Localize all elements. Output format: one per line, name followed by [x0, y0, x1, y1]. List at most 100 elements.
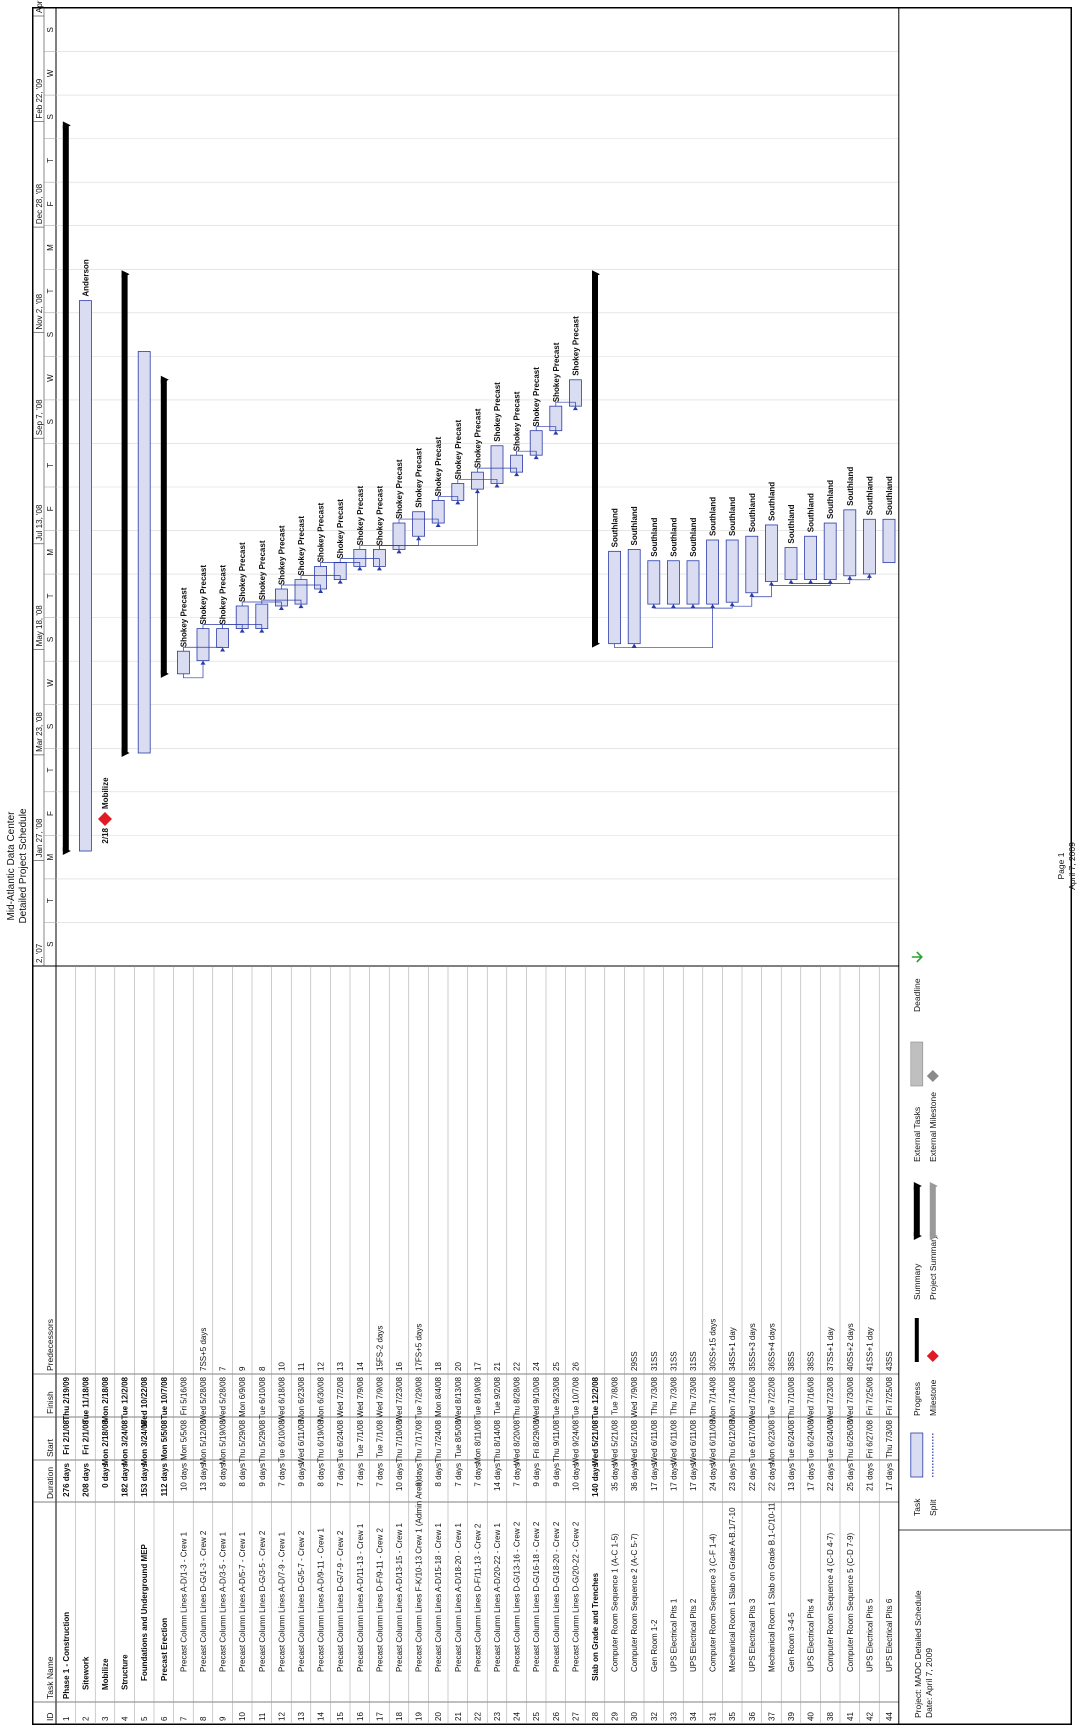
- summary-bar-end-cap: [160, 375, 169, 384]
- legend-milestone-label: Milestone: [928, 1379, 938, 1416]
- task-duration: 7 days: [473, 1463, 482, 1487]
- task-bar: [196, 628, 210, 662]
- legend-split-label: Split: [928, 1499, 938, 1516]
- task-start: Thu 6/26/08: [846, 1419, 855, 1462]
- legend-summary-swatch: [913, 1186, 920, 1236]
- timescale-minor-label: S: [46, 114, 55, 119]
- task-duration: 8 days: [238, 1463, 247, 1487]
- task-id: 34: [689, 1712, 698, 1721]
- resource-label: Southland: [846, 467, 855, 506]
- legend-milestone-swatch: [926, 1350, 939, 1362]
- legend-external-milestone-swatch: [926, 1070, 939, 1082]
- task-duration: 22 days: [826, 1463, 835, 1491]
- task-start: Mon 3/24/08: [121, 1419, 130, 1465]
- task-name: Precast Column Lines A-D/3-5 - Crew 1: [219, 1531, 228, 1672]
- legend-task-label: Task: [912, 1498, 922, 1516]
- task-finish: Thu 2/19/09: [62, 1376, 71, 1420]
- timescale-major-label: Feb 22, '09: [35, 78, 44, 118]
- timescale-major-label: Nov 2, '08: [35, 293, 44, 329]
- task-duration: 8 days: [434, 1463, 443, 1487]
- timescale-major-label: Mar 23, '08: [35, 712, 44, 752]
- legend-project-summary-cap-end: [929, 1182, 938, 1190]
- task-bar: [412, 511, 426, 537]
- task-duration: 35 days: [611, 1463, 620, 1491]
- resource-label: Southland: [826, 480, 835, 519]
- task-id: 19: [415, 1712, 424, 1721]
- task-start: Fri 2/1/08: [62, 1419, 71, 1454]
- task-id: 30: [630, 1712, 639, 1721]
- task-start: Wed 5/21/08: [630, 1419, 639, 1465]
- task-finish: Wed 7/9/08: [356, 1376, 365, 1417]
- legend-task-swatch: [910, 1432, 924, 1478]
- task-bar: [804, 535, 817, 580]
- task-finish: Tue 6/10/08: [258, 1376, 267, 1419]
- task-id: 44: [885, 1712, 894, 1721]
- resource-label: Shokey Precast: [493, 382, 502, 442]
- task-id: 13: [297, 1712, 306, 1721]
- task-finish: Wed 9/10/08: [532, 1376, 541, 1422]
- task-id: 31: [709, 1712, 718, 1721]
- resource-label: Southland: [767, 482, 776, 521]
- dependency-arrowhead: [239, 628, 245, 633]
- task-id: 33: [669, 1712, 678, 1721]
- task-predecessors: 12: [317, 1362, 326, 1371]
- task-duration: 14 days: [493, 1463, 502, 1491]
- task-duration: 25 days: [846, 1463, 855, 1491]
- dependency-arrowhead: [670, 604, 676, 609]
- timescale-minor-label: T: [46, 767, 55, 772]
- timescale-minor-label: T: [46, 593, 55, 598]
- task-predecessors: 40SS+2 days: [846, 1323, 855, 1371]
- task-start: Wed 5/21/08: [591, 1419, 600, 1465]
- task-finish: Mon 7/14/08: [709, 1376, 718, 1421]
- task-name: Precast Column Lines D-G/20-22 - Crew 2: [571, 1521, 580, 1672]
- page-border: [32, 7, 1072, 1725]
- task-start: Tue 6/24/08: [336, 1419, 345, 1462]
- task-id: 3: [101, 1716, 110, 1721]
- task-start: Wed 6/11/08: [689, 1419, 698, 1464]
- column-header-name: Task Name: [45, 1656, 55, 1699]
- resource-label: Shokey Precast: [336, 499, 345, 559]
- task-name: Precast Column Lines D-G/1-3 - Crew 2: [199, 1530, 208, 1672]
- task-bar: [490, 445, 504, 484]
- task-name: Precast Column Lines A-D/20-22 - Crew 1: [493, 1523, 502, 1673]
- task-id: 29: [611, 1712, 620, 1721]
- column-header-finish: Finish: [45, 1391, 55, 1414]
- task-id: 12: [277, 1712, 286, 1721]
- task-predecessors: 38SS: [787, 1351, 796, 1371]
- dependency-link: [379, 489, 478, 550]
- task-predecessors: 30SS+15 days: [709, 1319, 718, 1371]
- task-finish: Tue 9/23/08: [552, 1376, 561, 1419]
- resource-label: Southland: [787, 504, 796, 543]
- task-duration: 7 days: [277, 1463, 286, 1487]
- resource-label: Shokey Precast: [375, 486, 384, 546]
- task-finish: Wed 7/9/08: [375, 1376, 384, 1417]
- task-name: Precast Column Lines D-F/11-13 - Crew 2: [473, 1523, 482, 1672]
- task-id: 41: [846, 1712, 855, 1721]
- dependency-arrowhead: [318, 589, 324, 594]
- task-name: Computer Room Sequence 3 (C-F 1-4): [709, 1533, 718, 1672]
- timescale-minor-label: S: [46, 637, 55, 642]
- task-predecessors: 29SS: [630, 1351, 639, 1371]
- task-duration: 112 days: [160, 1462, 169, 1496]
- legend-deadline-arrow: [911, 951, 923, 963]
- task-predecessors: 34SS+1 day: [728, 1327, 737, 1371]
- task-id: 16: [356, 1712, 365, 1721]
- task-duration: 10 days: [571, 1463, 580, 1491]
- legend-project-summary-swatch: [929, 1186, 936, 1236]
- task-duration: 9 days: [532, 1463, 541, 1487]
- task-start: Thu 7/10/08: [395, 1419, 404, 1462]
- project-date: Date: April 7, 2009: [924, 1648, 934, 1718]
- milestone-label: Mobilize: [101, 777, 110, 809]
- task-id: 28: [591, 1712, 600, 1721]
- task-predecessors: 16: [395, 1362, 404, 1371]
- resource-label: Shokey Precast: [356, 486, 365, 546]
- summary-bar: [160, 379, 167, 674]
- task-duration: 21 days: [865, 1463, 874, 1491]
- task-finish: Tue 11/18/08: [81, 1376, 90, 1423]
- dependency-arrowhead: [572, 406, 578, 411]
- task-name: Foundations and Underground MEP: [140, 1543, 149, 1681]
- task-predecessors: 41SS+1 day: [865, 1327, 874, 1371]
- task-duration: 153 days: [140, 1462, 149, 1496]
- task-duration: 0 days: [101, 1462, 110, 1487]
- task-bar: [725, 539, 739, 603]
